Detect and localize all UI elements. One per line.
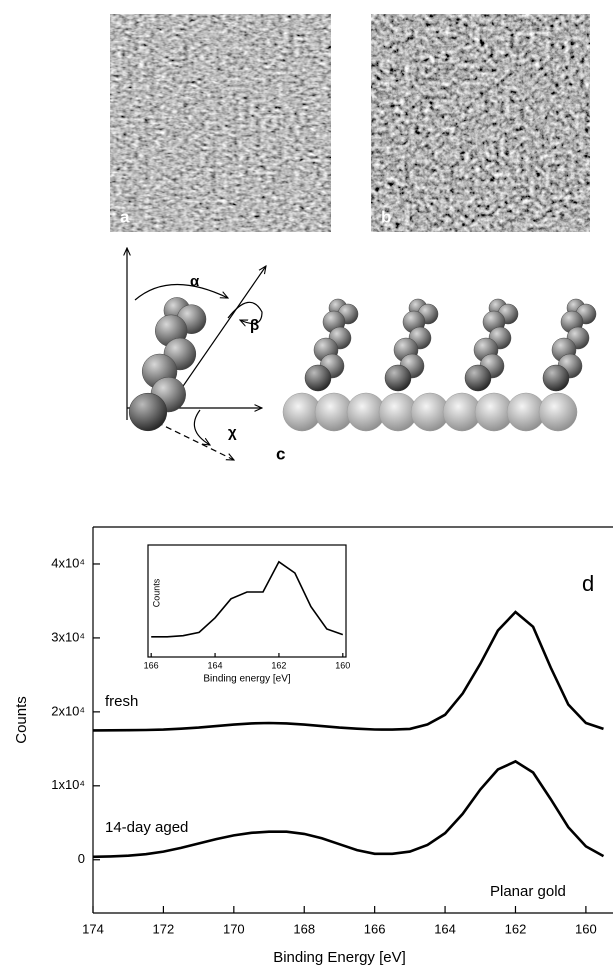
x-tick-label: 162 [271, 660, 286, 670]
sulfur-atom [384, 364, 412, 392]
x-tick-label: 170 [223, 921, 245, 936]
x-tick-label: 160 [575, 921, 597, 936]
angle-label: χ [228, 424, 237, 441]
legend-label: 14-day aged [105, 819, 188, 836]
fit-line [151, 560, 344, 638]
legend-label: fresh [105, 693, 138, 710]
angle-label: α [190, 273, 200, 290]
x-tick-label: 164 [434, 921, 456, 936]
x-tick-label: 168 [293, 921, 315, 936]
x-tick-label: 166 [364, 921, 386, 936]
sulfur-atom [542, 364, 570, 392]
stm-image-b [371, 14, 590, 232]
y-axis-label: Counts [151, 578, 161, 607]
panel-label: b [381, 207, 391, 226]
x-tick-label: 172 [153, 921, 175, 936]
angle-arc [227, 301, 263, 323]
molecule-schematic [127, 248, 597, 460]
annotation: d [582, 571, 594, 596]
y-tick-label: 2x10⁴ [51, 703, 85, 718]
panel-label: a [120, 207, 130, 226]
y-tick-label: 0 [78, 851, 85, 866]
x-tick-label: 166 [144, 660, 159, 670]
x-axis-label: Binding Energy [eV] [273, 949, 406, 966]
angle-arc [193, 409, 210, 445]
y-tick-label: 4x10⁴ [51, 555, 85, 570]
y-axis-label: Counts [13, 696, 30, 744]
panel-label: c [276, 444, 285, 463]
x-tick-label: 174 [82, 921, 104, 936]
x-tick-label: 160 [335, 660, 350, 670]
x-tick-label: 162 [505, 921, 527, 936]
x-axis-label: Binding energy [eV] [203, 674, 291, 685]
y-tick-label: 3x10⁴ [51, 629, 85, 644]
x-tick-label: 164 [208, 660, 223, 670]
sulfur-atom [464, 364, 492, 392]
sulfur-atom [304, 364, 332, 392]
inset-frame [147, 544, 347, 658]
angle-label: β [250, 317, 259, 334]
projection-line [147, 417, 234, 460]
angle-arc [134, 283, 228, 301]
fit-line [92, 610, 604, 732]
annotation: Planar gold [490, 883, 566, 900]
stm-image-a [110, 14, 331, 232]
sulfur-atom [128, 392, 168, 432]
molecule-axis [169, 266, 266, 406]
fit-line [92, 759, 605, 859]
gold-atom [538, 392, 578, 432]
y-tick-label: 1x10⁴ [51, 777, 85, 792]
